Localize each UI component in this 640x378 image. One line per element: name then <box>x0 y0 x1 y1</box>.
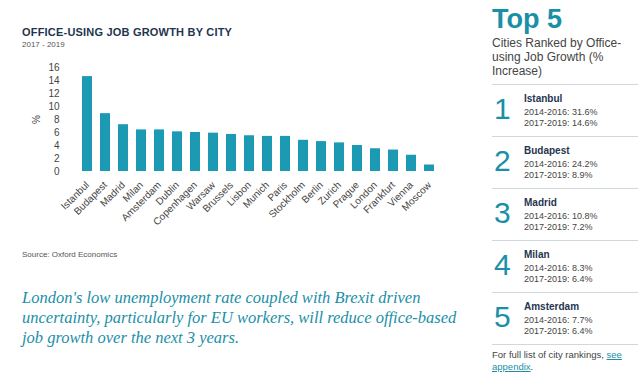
svg-text:Copenhagen: Copenhagen <box>150 179 200 228</box>
svg-text:Dublin: Dublin <box>153 179 182 208</box>
html-text:For full list of city rankings: For full list of city rankings, see appe… <box>492 349 622 372</box>
html-text:Milan: Milan <box>524 249 550 260</box>
html-text:2017-2019: 14.6%: 2017-2019: 14.6% <box>524 118 598 128</box>
svg-text:Madrid: Madrid <box>97 179 128 209</box>
html-text:Amsterdam: Amsterdam <box>524 301 579 312</box>
html-text:2014-2016: 8.3%: 2014-2016: 8.3% <box>524 263 593 273</box>
html-text:2017 - 2019: 2017 - 2019 <box>22 40 65 49</box>
svg-text:Moscow: Moscow <box>399 179 433 213</box>
svg-text:Frankfurt: Frankfurt <box>361 179 398 216</box>
html-text:Istanbul: Istanbul <box>524 93 563 104</box>
html-text:Budapest: Budapest <box>524 145 570 156</box>
html-text:2014-2016: 7.7%: 2014-2016: 7.7% <box>524 315 593 325</box>
svg-text:Brussels: Brussels <box>200 179 236 215</box>
svg-text:Lisbon: Lisbon <box>224 179 254 208</box>
html-text:2014-2016: 10.8%: 2014-2016: 10.8% <box>524 211 598 221</box>
html-text:3: 3 <box>494 196 511 229</box>
svg-text:Warsaw: Warsaw <box>184 179 218 213</box>
html-text:2017-2019: 7.2%: 2017-2019: 7.2% <box>524 222 593 232</box>
html-text:London's low unemployment rate: London's low unemployment rate coupled w… <box>22 288 457 347</box>
svg-text:10: 10 <box>48 101 60 112</box>
svg-text:14: 14 <box>48 75 60 86</box>
html-text:2: 2 <box>494 144 511 177</box>
svg-text:Munich: Munich <box>240 179 272 210</box>
svg-text:6: 6 <box>54 127 60 138</box>
html-text:2014-2016: 24.2%: 2014-2016: 24.2% <box>524 159 598 169</box>
svg-text:12: 12 <box>48 88 60 99</box>
html-text:2014-2016: 31.6%: 2014-2016: 31.6% <box>524 107 598 117</box>
html-text:OFFICE-USING JOB GROWTH BY CIT: OFFICE-USING JOB GROWTH BY CITY <box>22 26 233 38</box>
svg-text:%: % <box>31 115 42 124</box>
svg-text:8: 8 <box>54 114 60 125</box>
html-text:Top 5: Top 5 <box>492 4 562 34</box>
svg-text:Budapest: Budapest <box>71 179 110 217</box>
html-text:Cities Ranked by Office-using: Cities Ranked by Office-using Job Growth… <box>492 36 622 78</box>
svg-text:Vienna: Vienna <box>385 179 416 209</box>
html-text:1: 1 <box>494 92 511 125</box>
svg-text:Paris: Paris <box>265 179 290 204</box>
svg-text:16: 16 <box>48 62 60 73</box>
svg-text:Berlin: Berlin <box>299 179 326 206</box>
html-text:4: 4 <box>494 248 511 281</box>
svg-text:Amsterdam: Amsterdam <box>119 179 164 224</box>
html-text:2017-2019: 6.4%: 2017-2019: 6.4% <box>524 326 593 336</box>
svg-text:2: 2 <box>54 153 60 164</box>
html-text:2017-2019: 8.9%: 2017-2019: 8.9% <box>524 170 593 180</box>
html-text:Source: Oxford Economics: Source: Oxford Economics <box>22 250 118 259</box>
svg-text:0: 0 <box>54 166 60 177</box>
svg-text:Stockholm: Stockholm <box>266 179 308 220</box>
svg-text:Milan: Milan <box>120 179 146 204</box>
svg-text:Zurich: Zurich <box>315 179 344 207</box>
svg-text:London: London <box>347 179 380 211</box>
html-text:2017-2019: 6.4%: 2017-2019: 6.4% <box>524 274 593 284</box>
svg-text:Istanbul: Istanbul <box>58 179 92 212</box>
svg-text:Prague: Prague <box>330 179 362 210</box>
html-text:5: 5 <box>494 300 511 333</box>
html-text:Madrid: Madrid <box>524 197 557 208</box>
svg-text:4: 4 <box>54 140 60 151</box>
